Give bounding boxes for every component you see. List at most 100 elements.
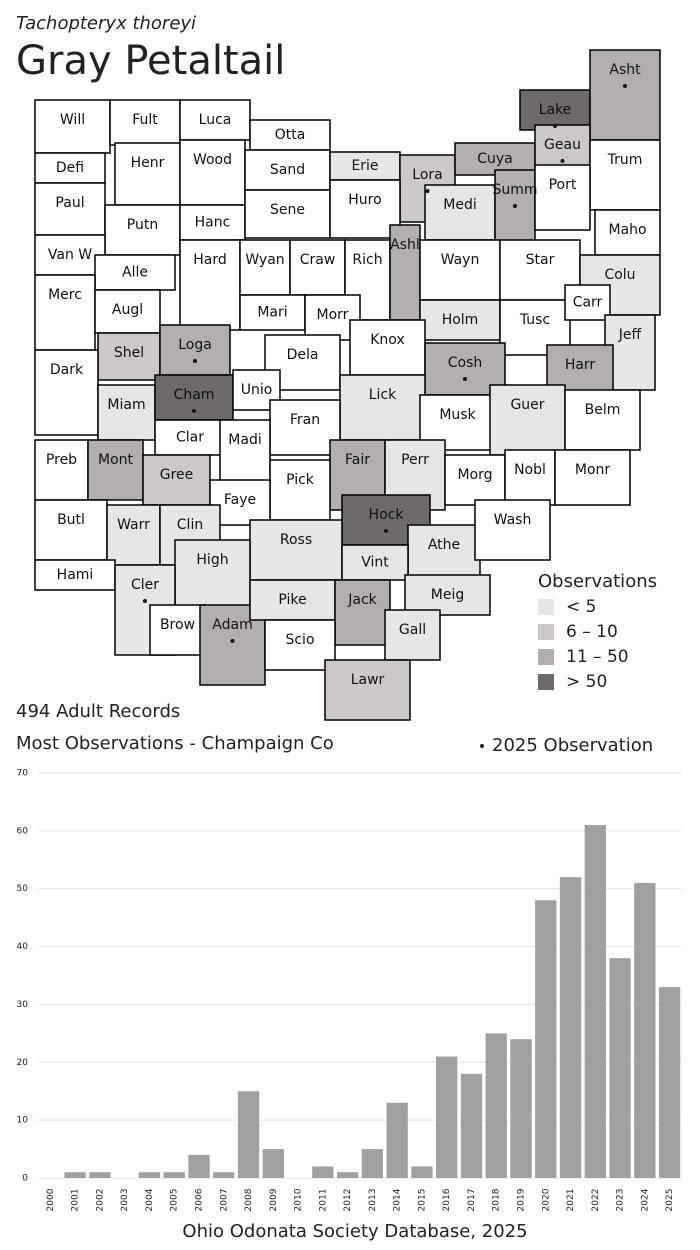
county <box>34 439 89 501</box>
county <box>329 179 401 239</box>
county <box>546 344 614 394</box>
county <box>154 419 226 456</box>
county-name: Geau <box>544 137 581 153</box>
county-name: Tusc <box>519 312 550 328</box>
county <box>106 504 161 566</box>
legend-swatch <box>538 674 554 690</box>
county-name: Hanc <box>195 215 231 231</box>
county <box>589 49 661 141</box>
county <box>114 142 181 206</box>
most-observations: Most Observations - Champaign Co <box>16 733 334 754</box>
y-tick-label: 30 <box>17 1000 29 1010</box>
county-name: Cuya <box>477 151 513 167</box>
county <box>97 384 156 441</box>
county-name: Dela <box>287 347 319 363</box>
county-name: Merc <box>48 287 82 303</box>
county-name: Belm <box>585 402 621 418</box>
county <box>174 539 251 611</box>
county <box>249 519 343 581</box>
county-name: Jack <box>347 592 377 608</box>
bar <box>658 987 681 1178</box>
county-name: Will <box>60 112 85 128</box>
county <box>589 139 661 211</box>
x-tick-label: 2015 <box>417 1189 427 1212</box>
legend-dot-label: 2025 Observation <box>492 735 653 756</box>
recent-dot <box>513 204 517 208</box>
county-name: Star <box>526 252 555 268</box>
recent-dot <box>425 189 430 193</box>
county-name: Mont <box>98 452 134 468</box>
county <box>594 209 661 256</box>
bar <box>138 1172 161 1178</box>
county-name: Erie <box>351 158 378 174</box>
bar <box>262 1149 284 1178</box>
county-name: Asht <box>609 62 641 78</box>
y-tick-label: 0 <box>22 1174 28 1184</box>
county-name: Ashl <box>390 237 420 253</box>
county <box>504 449 556 506</box>
bar <box>535 900 557 1178</box>
county-name: Wayn <box>441 252 480 268</box>
county-name: Wash <box>494 512 532 528</box>
legend-label: < 5 <box>566 597 596 617</box>
county <box>109 99 181 146</box>
county <box>474 499 551 561</box>
county-name: Jeff <box>618 327 642 343</box>
x-tick-label: 2021 <box>566 1189 576 1212</box>
county <box>407 524 481 581</box>
county <box>444 454 506 506</box>
x-tick-label: 2017 <box>467 1189 477 1212</box>
bar <box>361 1149 384 1178</box>
bar <box>634 882 656 1178</box>
county-name: Cosh <box>448 355 483 371</box>
county <box>404 574 491 616</box>
county <box>534 164 591 231</box>
county-name: High <box>196 552 228 568</box>
county-name: Carr <box>573 295 603 311</box>
county <box>564 389 641 451</box>
county-name: Gree <box>160 467 194 483</box>
county-name: Hock <box>369 507 405 523</box>
x-tick-label: 2002 <box>95 1189 105 1212</box>
county-name: Morg <box>457 467 492 483</box>
chart: 0 10 20 30 40 50 60 70 2000 2001 2002 2003 2004 2005 2… <box>17 769 682 1242</box>
x-tick-label: 2023 <box>616 1189 626 1212</box>
legend-swatch <box>538 624 554 640</box>
county-name: Brow <box>160 617 195 633</box>
county-name: Meig <box>431 587 464 603</box>
county-name: Gall <box>399 622 426 638</box>
county-name: Hard <box>193 252 227 268</box>
county-name: Nobl <box>514 462 546 478</box>
x-tick-label: 2006 <box>195 1188 205 1211</box>
county <box>494 169 536 251</box>
y-tick-label: 40 <box>17 942 29 952</box>
county-name: Lick <box>369 387 397 403</box>
y-tick-label: 50 <box>17 884 29 894</box>
county-name: Scio <box>285 632 314 648</box>
county <box>34 499 108 561</box>
county-name: Loga <box>178 337 212 353</box>
county-name: Faye <box>224 492 256 508</box>
county <box>104 204 181 256</box>
county <box>269 459 331 521</box>
county-name: Pike <box>278 592 306 608</box>
legend-title: Observations <box>538 571 657 592</box>
county-name: Huro <box>348 192 381 208</box>
legend-dot <box>480 744 484 748</box>
x-tick-label: 2018 <box>492 1188 502 1211</box>
county-name: Guer <box>510 397 544 413</box>
county <box>419 239 501 301</box>
recent-dot <box>463 377 467 381</box>
county-name: Hami <box>57 567 94 583</box>
bar <box>237 1091 260 1178</box>
county-name: Pick <box>286 472 315 488</box>
species: Tachopteryx thoreyi <box>16 13 196 34</box>
county-name: Alle <box>122 265 148 281</box>
bar <box>336 1172 359 1178</box>
county-name: Defi <box>56 160 84 176</box>
recent-dot <box>623 84 627 88</box>
bar <box>609 958 631 1178</box>
county-name: Preb <box>46 452 77 468</box>
x-axis-label: Ohio Odonata Society Database, 2025 <box>182 1221 527 1242</box>
county <box>249 579 336 621</box>
